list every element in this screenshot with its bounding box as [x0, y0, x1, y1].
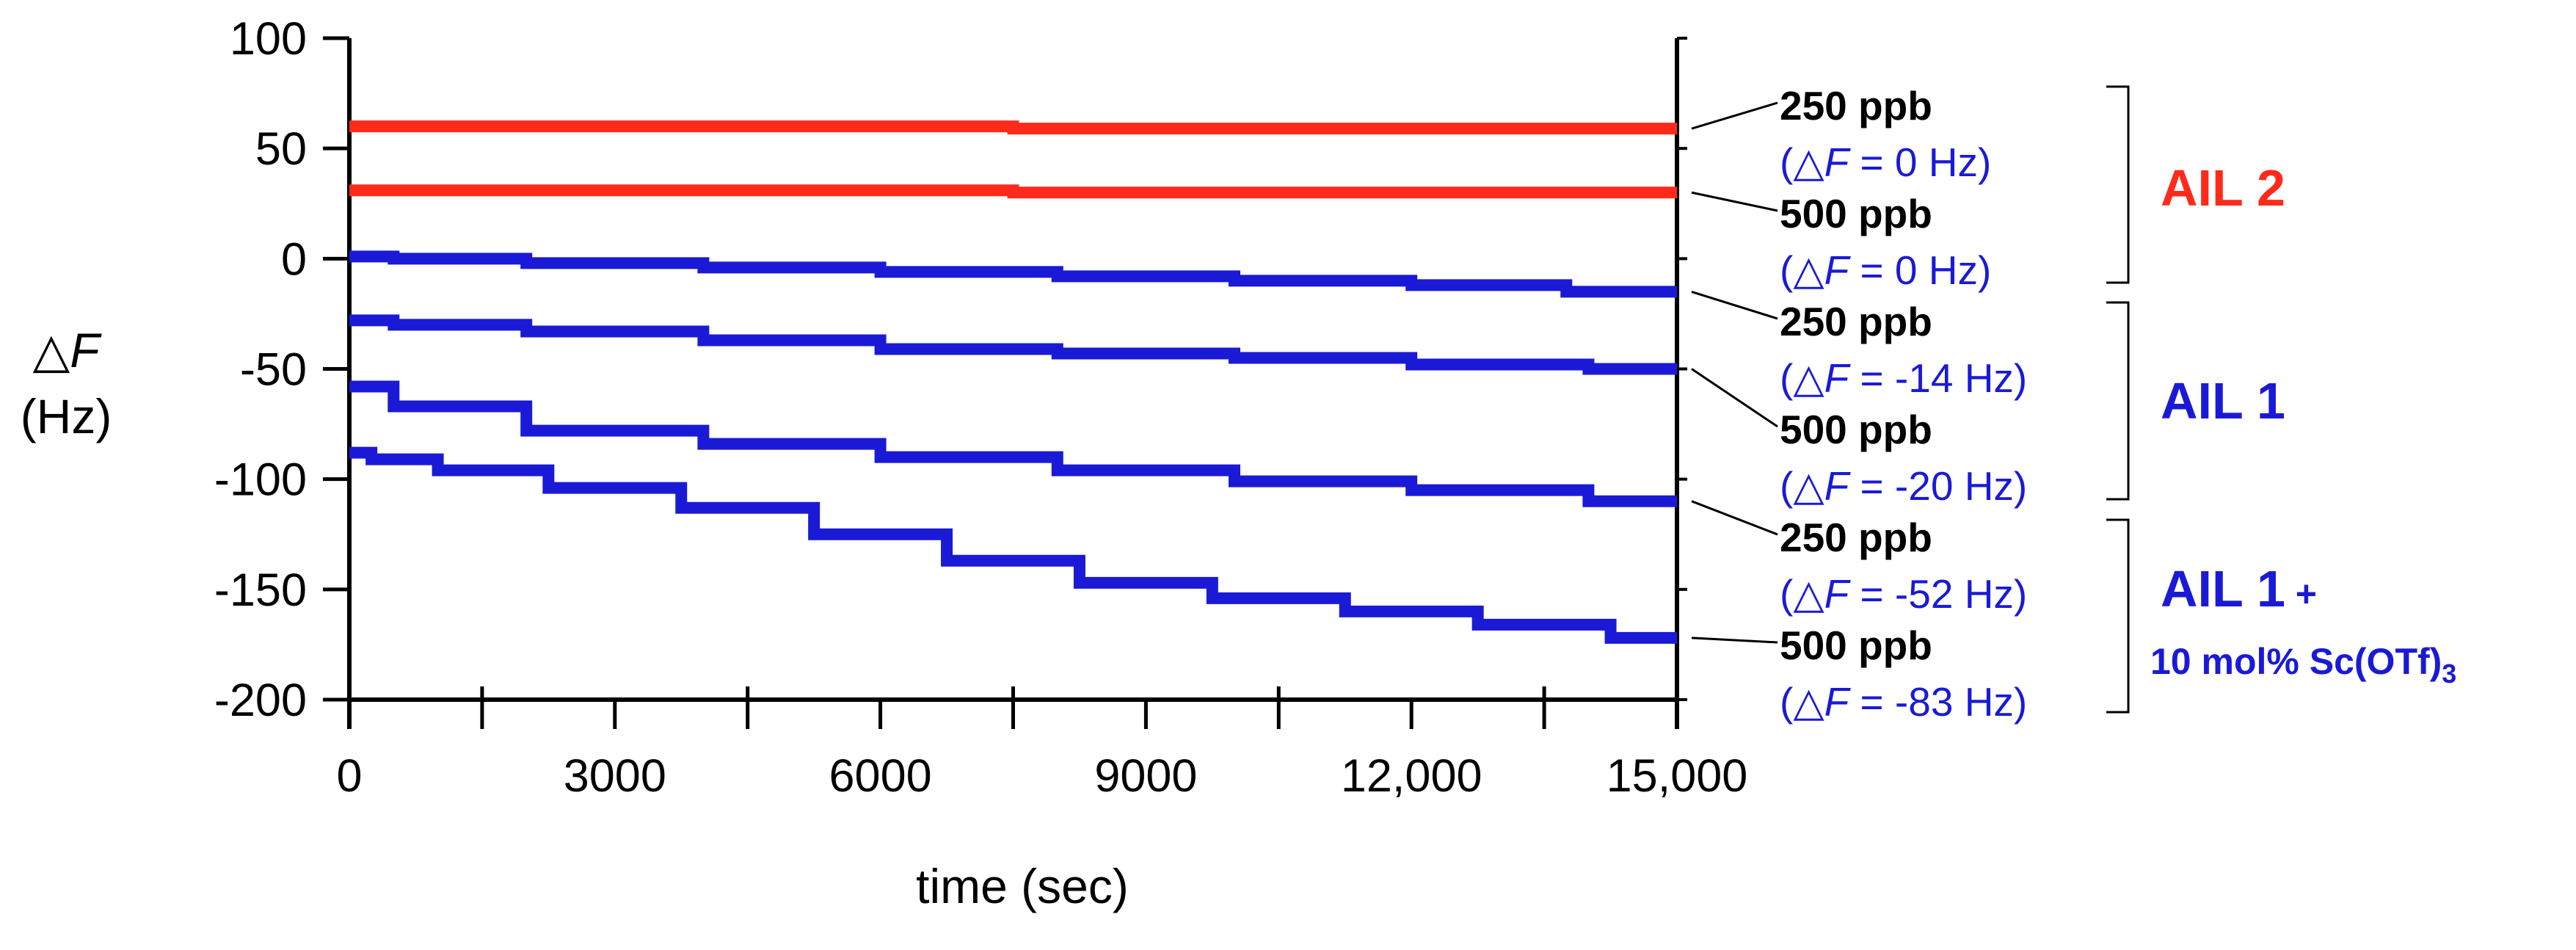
annotation-delta-f: (△F = 0 Hz) — [1780, 139, 1991, 185]
annotation-connector — [1691, 101, 1778, 130]
x-axis-title: time (sec) — [916, 859, 1129, 913]
annotation-conc: 500 ppb — [1780, 191, 1932, 236]
annotation-delta-f: (△F = -14 Hz) — [1780, 355, 2027, 401]
x-tick-label: 6000 — [829, 750, 932, 802]
annotation-conc: 250 ppb — [1780, 515, 1932, 560]
y-tick-label: 50 — [255, 123, 307, 175]
annotation-connector — [1691, 637, 1778, 644]
x-axis-ticks: 0 3000 6000 9000 12,000 15,000 — [336, 686, 1747, 802]
delta-symbol: △ — [1793, 139, 1824, 185]
y-tick-label: -200 — [214, 675, 307, 726]
x-tick-label: 15,000 — [1607, 750, 1748, 802]
group-label-sc-otf: 10 mol% Sc(OTf)3 — [2150, 641, 2456, 689]
y-tick-label: 100 — [230, 13, 307, 65]
y-axis-unit: (Hz) — [21, 389, 112, 443]
delta-symbol: △ — [1793, 679, 1824, 725]
annotation-connector — [1691, 290, 1778, 320]
y-axis-variable: F — [70, 323, 102, 377]
x-tick-label: 3000 — [564, 750, 666, 802]
annotation-conc: 250 ppb — [1780, 299, 1932, 344]
group-label-ail1: AIL 1 — [2161, 372, 2285, 429]
delta-symbol: △ — [32, 323, 70, 377]
delta-symbol: △ — [1793, 463, 1824, 509]
y-axis-ticks: 100 50 0 -50 -100 -150 -200 — [214, 13, 1687, 726]
series-line — [349, 184, 1677, 199]
bracket-ail1-sc — [2106, 518, 2130, 714]
bracket-ail2 — [2106, 85, 2130, 284]
annotation-connector — [1691, 368, 1778, 428]
group-brackets — [2106, 85, 2130, 714]
annotation-delta-f: (△F = -20 Hz) — [1780, 463, 2027, 509]
annotation-connector — [1691, 500, 1778, 536]
group-label-ail1-plus: AIL 1 + — [2161, 560, 2317, 617]
series-annotations: 250 ppb (△F = 0 Hz) 500 ppb (△F = 0 Hz) … — [1780, 83, 2027, 725]
y-tick-label: -150 — [214, 565, 307, 616]
delta-symbol: △ — [1793, 571, 1824, 617]
annotation-conc: 250 ppb — [1780, 83, 1932, 128]
annotation-connector — [1691, 191, 1778, 212]
y-tick-label: -100 — [214, 454, 307, 506]
series-line — [349, 380, 1677, 507]
annotation-conc: 500 ppb — [1780, 407, 1932, 452]
x-tick-label: 9000 — [1094, 750, 1197, 802]
y-axis-title: △F — [32, 323, 102, 377]
annotation-delta-f: (△F = -52 Hz) — [1780, 571, 2027, 617]
series-layer — [349, 120, 1677, 644]
bracket-ail1 — [2106, 301, 2130, 501]
y-tick-label: 0 — [281, 233, 307, 285]
annotation-delta-f: (△F = -83 Hz) — [1780, 679, 2027, 725]
annotation-connectors — [1691, 101, 1778, 644]
x-tick-label: 12,000 — [1341, 750, 1482, 802]
y-tick-label: -50 — [240, 344, 307, 396]
series-line — [349, 446, 1677, 644]
series-line — [349, 250, 1677, 298]
series-line — [349, 314, 1677, 375]
series-line — [349, 120, 1677, 135]
delta-symbol: △ — [1793, 355, 1824, 401]
annotation-conc: 500 ppb — [1780, 623, 1932, 668]
x-tick-label: 0 — [336, 750, 362, 802]
annotation-delta-f: (△F = 0 Hz) — [1780, 247, 1991, 293]
group-label-ail2: AIL 2 — [2161, 159, 2285, 217]
delta-symbol: △ — [1793, 247, 1824, 293]
